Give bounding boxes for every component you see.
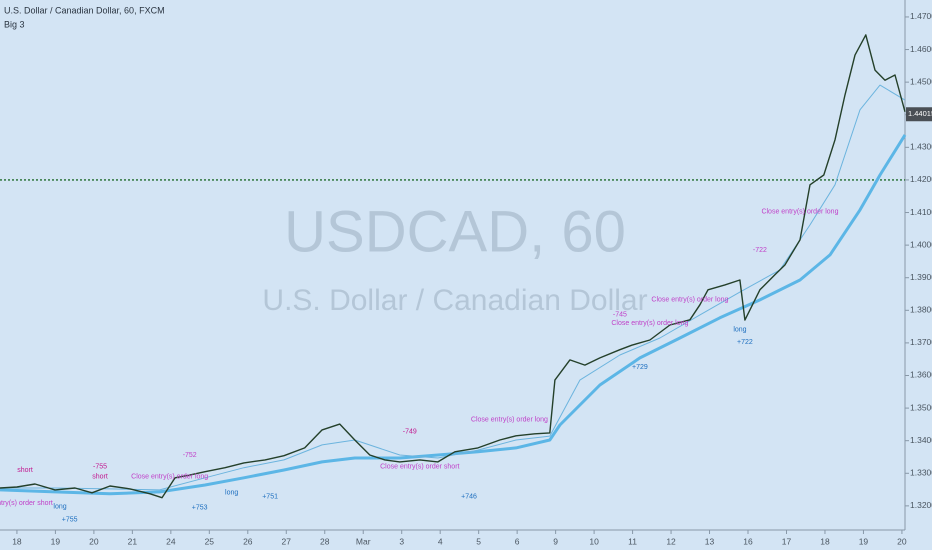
x-tick-label: 11	[628, 536, 637, 546]
y-tick-label: 1.46000	[910, 44, 932, 54]
x-tick-label: 16	[743, 536, 753, 546]
trade-annotation: -755	[93, 464, 107, 471]
x-tick-label: 13	[705, 536, 715, 546]
y-tick-label: 1.35000	[910, 402, 932, 412]
watermark-subtitle: U.S. Dollar / Canadian Dollar	[262, 284, 647, 317]
y-tick-label: 1.43000	[910, 142, 932, 152]
trade-annotation: Close entry(s) order long	[611, 320, 688, 327]
x-tick-label: 4	[438, 536, 443, 546]
trade-annotation: +729	[632, 364, 648, 371]
trade-annotation: long	[53, 504, 66, 511]
y-tick-label: 1.33000	[910, 468, 932, 478]
x-tick-label: 19	[859, 536, 869, 546]
y-tick-label: 1.36000	[910, 370, 932, 380]
y-tick-label: 1.40000	[910, 239, 932, 249]
x-tick-label: 25	[205, 536, 215, 546]
x-tick-label: 18	[12, 536, 22, 546]
y-tick-label: 1.47000	[910, 11, 932, 21]
trade-annotation: long	[733, 327, 746, 334]
x-tick-label: 6	[515, 536, 520, 546]
x-tick-label: 28	[320, 536, 330, 546]
y-tick-label: 1.37000	[910, 337, 932, 347]
x-tick-label: 20	[89, 536, 99, 546]
trade-annotation: short	[17, 467, 33, 474]
last-price-label: 1.44015	[908, 109, 932, 118]
x-tick-label: 20	[897, 536, 907, 546]
y-tick-label: 1.32000	[910, 500, 932, 510]
x-tick-label: 24	[166, 536, 176, 546]
y-tick-label: 1.42000	[910, 174, 932, 184]
x-tick-label: 21	[128, 536, 138, 546]
y-tick-label: 1.38000	[910, 305, 932, 315]
x-tick-label: 26	[243, 536, 253, 546]
trade-annotation: Close entry(s) order long	[131, 474, 208, 481]
trade-annotation: Close entry(s) order long	[471, 417, 548, 424]
trade-annotation: Close entry(s) order long	[651, 297, 728, 304]
y-tick-label: 1.41000	[910, 207, 932, 217]
trade-annotation: +755	[62, 517, 78, 524]
trade-annotation: -749	[403, 429, 417, 436]
trade-annotation: +753	[192, 505, 208, 512]
trade-annotation: +751	[262, 494, 278, 501]
y-tick-label: 1.45000	[910, 76, 932, 86]
x-tick-label: 18	[820, 536, 830, 546]
chart-subtitle: Big 3	[4, 19, 25, 29]
x-tick-label: 27	[282, 536, 292, 546]
y-tick-label: 1.34000	[910, 435, 932, 445]
x-tick-label: 5	[476, 536, 481, 546]
trade-annotation: short	[92, 474, 108, 481]
trade-annotation: Close entry(s) order long	[761, 209, 838, 216]
moving-average	[0, 84, 906, 491]
trade-annotation: -752	[183, 452, 197, 459]
x-tick-label: 12	[666, 536, 676, 546]
x-tick-label: 19	[51, 536, 61, 546]
watermark-group: USDCAD, 60 U.S. Dollar / Canadian Dollar	[262, 199, 647, 317]
x-tick-label: 17	[782, 536, 792, 546]
trade-annotation: -722	[753, 247, 767, 254]
x-tick-label: Mar	[356, 536, 371, 546]
price-line	[0, 34, 906, 499]
trade-annotation: +746	[461, 494, 477, 501]
trade-annotation: Close entry(s) order short	[0, 500, 53, 507]
trade-annotation: -745	[613, 312, 627, 319]
last-price-box	[906, 107, 932, 122]
trade-annotation: +722	[737, 339, 753, 346]
x-tick-label: 3	[399, 536, 404, 546]
watermark: USDCAD, 60	[284, 199, 626, 264]
moving-average	[0, 134, 907, 496]
trade-annotation: long	[225, 490, 238, 497]
x-tick-label: 10	[589, 536, 599, 546]
trade-annotation: Close entry(s) order short	[380, 464, 459, 471]
y-tick-label: 1.39000	[910, 272, 932, 282]
chart-title: U.S. Dollar / Canadian Dollar, 60, FXCM	[4, 5, 165, 15]
x-tick-label: 9	[553, 536, 558, 546]
